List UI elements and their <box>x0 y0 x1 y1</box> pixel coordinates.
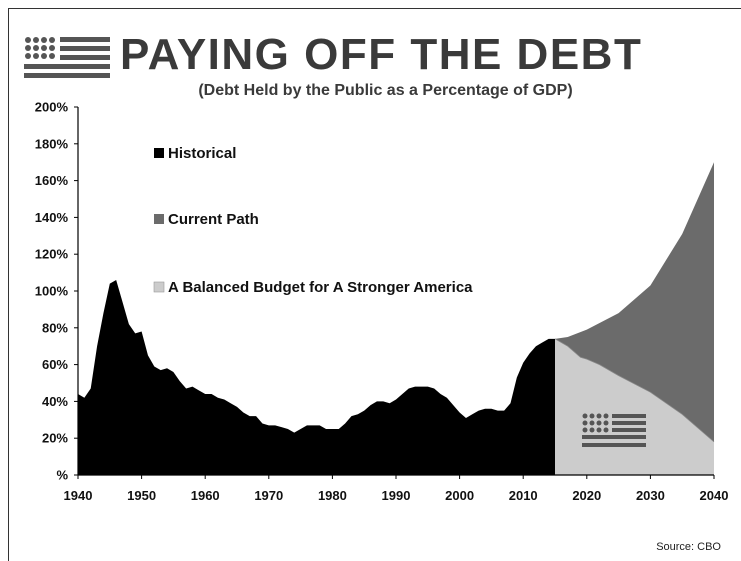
chart-title: PAYING OFF THE DEBT <box>120 30 643 79</box>
x-tick-label: 1990 <box>382 488 411 503</box>
y-tick-label: 120% <box>35 247 69 262</box>
chart-frame <box>8 8 741 561</box>
series-area-2 <box>555 338 714 475</box>
x-tick-label: 1980 <box>318 488 347 503</box>
legend-label: Current Path <box>168 211 259 228</box>
y-tick-label: 160% <box>35 173 69 188</box>
legend-label: Historical <box>168 145 236 162</box>
x-tick-label: 2040 <box>700 488 729 503</box>
legend-swatch <box>154 148 164 158</box>
y-tick-label: % <box>56 468 68 483</box>
flag-icon <box>582 413 646 447</box>
legend-swatch <box>154 214 164 224</box>
y-tick-label: 180% <box>35 136 69 151</box>
y-tick-label: 20% <box>42 431 68 446</box>
y-tick-label: 200% <box>35 100 69 115</box>
x-tick-label: 2000 <box>445 488 474 503</box>
y-tick-label: 40% <box>42 394 68 409</box>
series-line-balanced <box>554 338 715 443</box>
y-tick-label: 80% <box>42 320 68 335</box>
y-tick-label: 60% <box>42 357 68 372</box>
legend-label: A Balanced Budget for A Stronger America <box>168 279 473 296</box>
x-tick-label: 1960 <box>191 488 220 503</box>
x-tick-label: 2010 <box>509 488 538 503</box>
source-note: Source: CBO <box>656 541 721 553</box>
y-tick-label: 140% <box>35 210 69 225</box>
x-tick-label: 1970 <box>254 488 283 503</box>
legend-swatch <box>153 281 165 293</box>
x-tick-label: 2030 <box>636 488 665 503</box>
chart-subtitle: (Debt Held by the Public as a Percentage… <box>198 82 573 99</box>
y-tick-label: 100% <box>35 284 69 299</box>
series-area-0 <box>78 279 555 475</box>
x-tick-label: 1950 <box>127 488 156 503</box>
x-tick-label: 2020 <box>572 488 601 503</box>
x-tick-label: 1940 <box>64 488 93 503</box>
flag-icon <box>24 36 110 83</box>
